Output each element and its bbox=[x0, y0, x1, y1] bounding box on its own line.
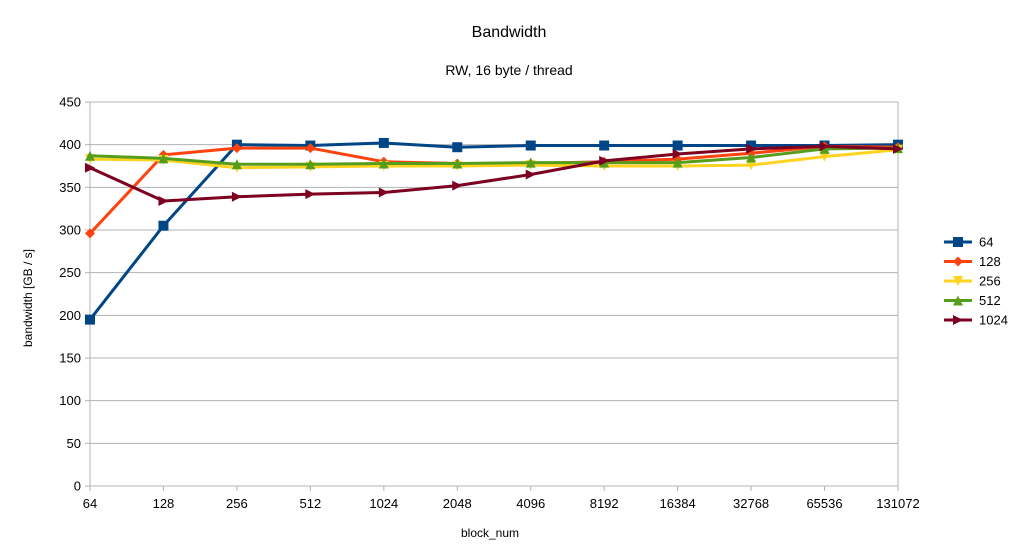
data-point bbox=[525, 157, 536, 168]
series-line bbox=[88, 144, 899, 235]
legend: 64 128 256 512 1024 bbox=[944, 235, 1008, 328]
data-point bbox=[452, 142, 463, 153]
y-tick-label: 200 bbox=[59, 308, 81, 323]
data-point bbox=[378, 158, 389, 169]
y-tick-label: 400 bbox=[59, 137, 81, 152]
data-point bbox=[452, 158, 463, 169]
y-tick-label: 150 bbox=[59, 351, 81, 366]
y-tick-label: 350 bbox=[59, 180, 81, 195]
legend-label: 1024 bbox=[979, 313, 1008, 328]
series-128 bbox=[85, 141, 903, 239]
data-point bbox=[452, 180, 463, 191]
data-point bbox=[158, 195, 169, 206]
legend-item: 128 bbox=[944, 254, 1001, 269]
data-point bbox=[819, 143, 830, 154]
data-point bbox=[672, 157, 683, 168]
data-point bbox=[672, 149, 683, 160]
legend-marker bbox=[953, 295, 963, 306]
x-tick-label: 4096 bbox=[516, 496, 545, 511]
x-axis-label: block_num bbox=[461, 526, 519, 540]
legend-label: 512 bbox=[979, 293, 1001, 308]
legend-item: 256 bbox=[944, 274, 1001, 289]
data-point bbox=[231, 191, 242, 202]
y-axis-ticks: 0 50 100 150 200 250 300 350 400 450 bbox=[59, 95, 90, 494]
legend-marker bbox=[953, 237, 963, 247]
data-point bbox=[746, 140, 757, 151]
legend-item: 64 bbox=[944, 235, 993, 250]
series-line bbox=[88, 141, 899, 321]
data-point bbox=[599, 140, 610, 151]
data-point bbox=[378, 137, 389, 148]
data-point bbox=[746, 152, 757, 163]
data-point bbox=[158, 153, 169, 164]
x-tick-label: 64 bbox=[83, 496, 97, 511]
y-tick-label: 300 bbox=[59, 223, 81, 238]
y-tick-label: 50 bbox=[67, 436, 81, 451]
x-tick-label: 8192 bbox=[590, 496, 619, 511]
x-tick-label: 2048 bbox=[443, 496, 472, 511]
data-point bbox=[746, 143, 757, 154]
data-point bbox=[819, 151, 830, 162]
data-point bbox=[158, 220, 169, 231]
y-tick-label: 250 bbox=[59, 265, 81, 280]
x-tick-label: 131072 bbox=[876, 496, 919, 511]
data-point bbox=[746, 160, 757, 171]
data-point bbox=[85, 228, 95, 239]
legend-label: 128 bbox=[979, 254, 1001, 269]
x-tick-label: 128 bbox=[153, 496, 175, 511]
series-line bbox=[89, 146, 899, 166]
y-tick-label: 0 bbox=[74, 479, 81, 494]
x-axis-ticks: 64 128 256 512 1024 2048 4096 8192 16384 32768 655… bbox=[83, 486, 920, 511]
legend-label: 256 bbox=[979, 274, 1001, 289]
data-point bbox=[305, 143, 316, 154]
data-point bbox=[231, 159, 242, 170]
x-tick-label: 512 bbox=[300, 496, 322, 511]
series-line bbox=[89, 148, 899, 170]
data-point bbox=[378, 187, 389, 198]
legend-label: 64 bbox=[979, 235, 993, 250]
x-tick-label: 16384 bbox=[660, 496, 696, 511]
data-point bbox=[85, 150, 95, 161]
data-point bbox=[305, 159, 316, 170]
series-1024 bbox=[85, 141, 903, 206]
y-tick-label: 100 bbox=[59, 393, 81, 408]
grid-lines bbox=[89, 101, 899, 487]
series-group bbox=[85, 137, 903, 325]
y-axis-label: bandwidth [GB / s] bbox=[21, 249, 35, 347]
data-point bbox=[599, 155, 610, 166]
chart-title: Bandwidth bbox=[472, 24, 547, 41]
legend-marker bbox=[953, 315, 963, 325]
data-point bbox=[525, 140, 536, 151]
x-tick-label: 256 bbox=[226, 496, 248, 511]
data-point bbox=[819, 141, 830, 152]
legend-marker bbox=[953, 276, 963, 286]
x-tick-label: 32768 bbox=[733, 496, 769, 511]
legend-marker bbox=[953, 256, 963, 267]
y-tick-label: 450 bbox=[59, 95, 81, 110]
data-point bbox=[85, 162, 95, 173]
legend-item: 1024 bbox=[944, 313, 1008, 328]
data-point bbox=[305, 189, 316, 200]
data-point bbox=[231, 143, 242, 154]
legend-item: 512 bbox=[944, 293, 1001, 308]
series-line bbox=[89, 144, 899, 203]
data-point bbox=[672, 140, 683, 151]
data-point bbox=[525, 169, 536, 180]
data-point bbox=[85, 314, 95, 325]
data-point bbox=[893, 143, 903, 154]
x-tick-label: 65536 bbox=[806, 496, 842, 511]
chart-subtitle: RW, 16 byte / thread bbox=[445, 62, 572, 78]
x-tick-label: 1024 bbox=[369, 496, 398, 511]
